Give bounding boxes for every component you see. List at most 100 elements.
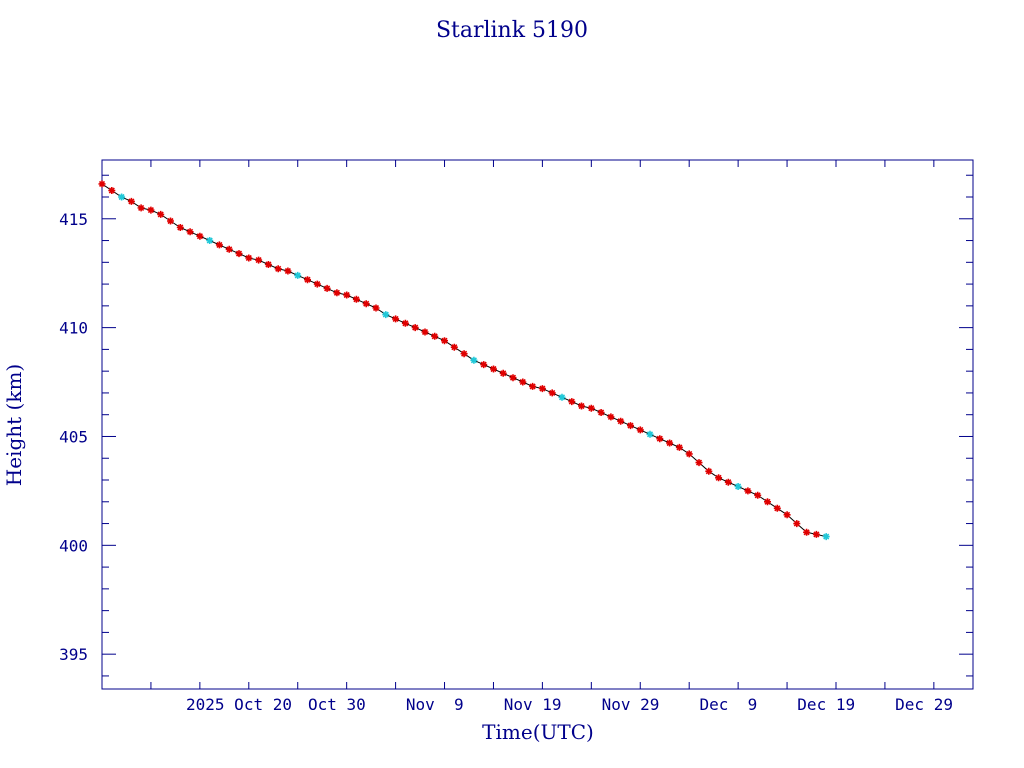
data-point bbox=[724, 478, 732, 486]
data-point-marker bbox=[783, 511, 791, 519]
data-point-marker bbox=[558, 393, 566, 401]
data-point-marker bbox=[490, 365, 497, 373]
data-point-marker bbox=[264, 261, 272, 268]
data-point-marker bbox=[118, 193, 126, 201]
data-point bbox=[411, 324, 419, 332]
data-point-marker bbox=[167, 217, 174, 225]
data-point-marker bbox=[421, 328, 429, 336]
data-point bbox=[490, 365, 497, 373]
data-point bbox=[392, 315, 400, 323]
data-point bbox=[499, 369, 507, 377]
data-point-marker bbox=[294, 271, 302, 279]
data-point bbox=[803, 528, 811, 536]
data-point-marker bbox=[666, 439, 674, 447]
data-point-marker bbox=[764, 498, 771, 506]
chart-title: Starlink 5190 bbox=[436, 18, 588, 43]
data-point bbox=[157, 210, 165, 218]
data-point bbox=[196, 232, 204, 240]
data-point bbox=[137, 204, 145, 212]
data-point bbox=[147, 206, 155, 214]
data-point bbox=[441, 337, 448, 345]
data-point-marker bbox=[450, 343, 458, 351]
data-point bbox=[675, 443, 683, 451]
data-point-marker bbox=[460, 350, 468, 358]
y-tick-label: 400 bbox=[59, 536, 88, 555]
data-point bbox=[666, 439, 674, 447]
data-point bbox=[118, 193, 126, 201]
data-point bbox=[822, 533, 830, 541]
data-point-marker bbox=[196, 232, 204, 240]
data-point bbox=[812, 530, 820, 538]
data-point-marker bbox=[470, 356, 478, 364]
data-point-marker bbox=[284, 267, 292, 275]
data-point bbox=[607, 413, 615, 421]
data-point bbox=[715, 474, 723, 482]
data-point-marker bbox=[401, 319, 409, 327]
data-point bbox=[245, 254, 253, 262]
data-point bbox=[167, 217, 174, 225]
data-point-marker bbox=[754, 491, 762, 499]
data-point bbox=[597, 409, 605, 416]
x-tick-label: Nov 19 bbox=[504, 695, 562, 714]
data-point bbox=[108, 187, 116, 194]
plot-frame bbox=[101, 159, 974, 690]
data-point bbox=[186, 228, 194, 236]
data-point bbox=[793, 520, 801, 528]
data-point bbox=[274, 265, 282, 273]
data-point bbox=[176, 224, 184, 231]
data-point bbox=[783, 511, 791, 519]
data-point-marker bbox=[627, 422, 634, 430]
data-point-marker bbox=[362, 300, 370, 308]
data-point bbox=[519, 378, 527, 386]
data-point-marker bbox=[431, 332, 439, 340]
data-point-marker bbox=[108, 187, 116, 194]
data-point-marker bbox=[245, 254, 253, 262]
data-point bbox=[255, 256, 263, 264]
data-point-marker bbox=[313, 280, 321, 288]
data-point bbox=[695, 459, 703, 467]
x-tick-label: Dec 29 bbox=[895, 695, 953, 714]
data-point bbox=[538, 385, 546, 393]
data-point bbox=[578, 402, 585, 410]
data-point-marker bbox=[127, 197, 135, 205]
data-point-marker bbox=[597, 409, 605, 416]
data-point-marker bbox=[392, 315, 400, 323]
x-tick-label: Oct 30 bbox=[308, 695, 366, 714]
data-point-marker bbox=[529, 382, 537, 390]
data-point bbox=[627, 422, 634, 430]
data-point bbox=[206, 237, 214, 244]
data-point bbox=[264, 261, 272, 268]
data-point-marker bbox=[225, 245, 233, 253]
data-point bbox=[656, 435, 664, 443]
data-point bbox=[705, 467, 713, 475]
data-point-marker bbox=[538, 385, 546, 393]
data-point-marker bbox=[206, 237, 214, 244]
data-point bbox=[98, 180, 106, 188]
data-point bbox=[460, 350, 468, 358]
data-point-marker bbox=[509, 374, 517, 382]
data-point-marker bbox=[803, 528, 811, 536]
data-point bbox=[225, 245, 233, 253]
y-tick-label: 410 bbox=[59, 319, 88, 338]
y-tick-label: 405 bbox=[59, 427, 88, 446]
axis-ticks bbox=[101, 160, 973, 689]
data-point bbox=[362, 300, 370, 308]
data-point bbox=[333, 289, 341, 297]
data-point-marker bbox=[137, 204, 145, 212]
x-tick-label: Nov 9 bbox=[406, 695, 464, 714]
data-point-marker bbox=[480, 361, 488, 369]
data-point bbox=[450, 343, 458, 351]
data-point bbox=[352, 295, 360, 303]
y-tick-label: 395 bbox=[59, 645, 88, 664]
data-point bbox=[480, 361, 488, 369]
data-point-marker bbox=[333, 289, 341, 297]
data-point-marker bbox=[519, 378, 527, 386]
data-point-marker bbox=[382, 311, 390, 319]
data-point-marker bbox=[441, 337, 448, 345]
data-point bbox=[313, 280, 321, 288]
data-point bbox=[382, 311, 390, 319]
y-tick-label: 415 bbox=[59, 210, 88, 229]
data-point-marker bbox=[578, 402, 585, 410]
data-point-marker bbox=[157, 210, 165, 218]
data-point-marker bbox=[274, 265, 282, 273]
